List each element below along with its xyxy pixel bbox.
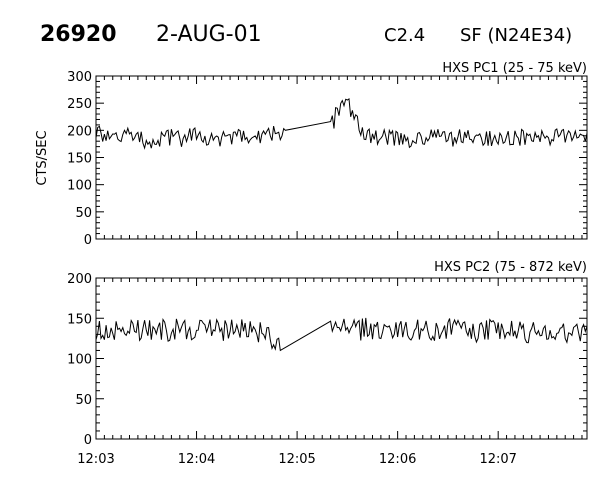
y-tick-label: 150 [67,152,92,167]
y-tick-label: 50 [75,206,92,221]
event-date: 2-AUG-01 [156,22,262,47]
series-line-pc1 [95,98,588,150]
x-tick-label: 12:07 [479,452,516,467]
y-tick-label: 150 [67,312,92,327]
x-tick-label: 12:04 [178,452,215,467]
y-tick-label: 200 [67,272,92,287]
plot-frame-pc2 [95,277,588,440]
y-tick-label: 200 [67,124,92,139]
y-tick-label: 0 [84,233,92,248]
panel-title-pc2: HXS PC2 (75 - 872 keV) [434,260,587,275]
y-tick-label: 100 [67,179,92,194]
x-tick-label: 12:06 [379,452,416,467]
panel-title-pc1: HXS PC1 (25 - 75 keV) [442,61,587,76]
series-line-pc2 [95,317,588,352]
y-tick-label: 300 [67,70,92,85]
y-tick-label: 0 [84,433,92,448]
y-tick-label: 50 [75,393,92,408]
y-axis-label-pc1: CTS/SEC [35,130,50,185]
plot-frame-pc1 [95,75,588,240]
x-tick-label: 12:05 [278,452,315,467]
flare-class: C2.4 [384,25,425,46]
flare-location: SF (N24E34) [460,25,572,46]
event-number: 26920 [40,22,117,47]
y-tick-label: 100 [67,353,92,368]
y-tick-label: 250 [67,97,92,112]
x-tick-label: 12:03 [77,452,114,467]
panel-pc2: HXS PC2 (75 - 872 keV) 0 50 100 150 200 12:03… [67,260,588,467]
panel-pc1: HXS PC1 (25 - 75 keV) CTS/SEC 0 50 100 150 2… [35,61,588,248]
header: 26920 2-AUG-01 C2.4 SF (N24E34) [40,22,572,47]
